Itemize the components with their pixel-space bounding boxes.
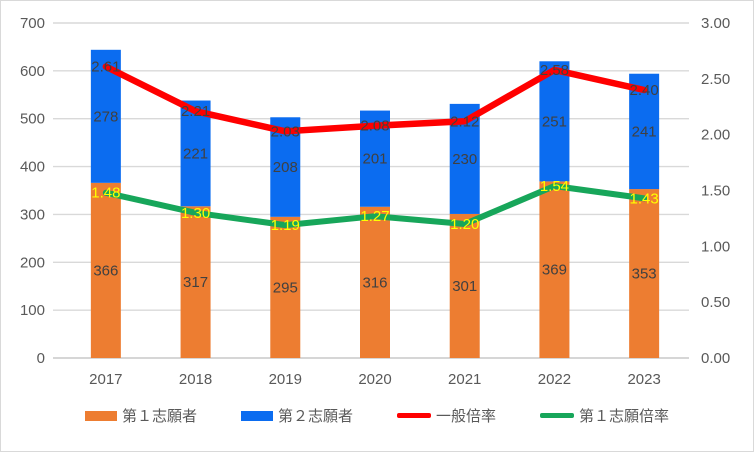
line-value-label: 1.43 [630,190,659,207]
line-value-label: 2.08 [360,118,389,135]
bar-value-label: 251 [542,113,567,130]
legend-swatch-line-icon [540,413,575,418]
bar-segment [539,181,570,358]
line-value-label: 1.27 [360,208,389,225]
bar-value-label: 278 [93,108,118,125]
legend-item-first-choice-ratio: 第１志願倍率 [540,405,669,426]
legend-label: 第１志願者 [121,408,197,425]
right-axis-tick-label: 0.50 [701,294,730,311]
bar-value-label: 201 [362,151,387,168]
x-axis-category-label: 2022 [538,371,571,388]
bar-value-label: 353 [632,266,657,283]
legend-swatch-bar-icon [84,410,117,421]
bar-value-label: 317 [183,274,208,291]
bar-value-label: 316 [362,274,387,291]
legend-swatch-bar-icon [240,410,273,421]
bar-value-label: 369 [542,262,567,279]
left-axis-tick-label: 200 [20,254,45,271]
legend-item-first-choice-applicants: 第１志願者 [84,405,197,426]
bar-value-label: 230 [452,151,477,168]
bar-value-label: 366 [93,262,118,279]
x-axis-category-label: 2018 [179,371,212,388]
bar-segment [539,61,570,182]
line-value-label: 2.61 [91,59,120,76]
x-axis-category-label: 2021 [448,371,481,388]
legend-label: 第１志願倍率 [579,408,670,425]
chart-legend: 第１志願者 第２志願者 一般倍率 第１志願倍率 [1,405,753,426]
bar-value-label: 221 [183,145,208,162]
bar-segment [270,216,301,358]
legend-swatch-line-icon [397,413,431,418]
x-axis-category-label: 2017 [89,371,122,388]
line-value-label: 1.20 [450,216,479,233]
line-value-label: 1.54 [540,178,569,195]
bar-segment [629,189,660,358]
right-axis-tick-label: 1.00 [701,238,730,255]
right-axis-tick-label: 3.00 [701,15,730,32]
line-value-label: 2.58 [540,62,569,79]
bar-value-label: 208 [273,159,298,176]
line-series [102,183,648,229]
line-value-label: 2.40 [630,82,659,99]
bar-segment [449,213,480,358]
left-axis-tick-label: 700 [20,15,45,32]
right-axis-tick-label: 0.00 [701,350,730,367]
right-axis-tick-label: 2.50 [701,71,730,88]
bar-value-label: 241 [632,123,657,140]
bar-segment [180,206,211,358]
bar-segment [90,182,121,358]
left-axis-tick-label: 600 [20,63,45,80]
legend-item-second-choice-applicants: 第２志願者 [240,405,353,426]
legend-label: 一般倍率 [436,408,497,425]
x-axis-category-label: 2023 [627,371,660,388]
left-axis-tick-label: 300 [20,206,45,223]
right-axis-tick-label: 2.00 [701,127,730,144]
line-value-label: 1.30 [181,205,210,222]
left-axis-tick-label: 400 [20,159,45,176]
line-series [102,63,648,135]
line-value-label: 1.48 [91,185,120,202]
legend-label: 第２志願者 [277,408,353,425]
legend-item-general-ratio: 一般倍率 [397,405,496,426]
x-axis-category-label: 2020 [358,371,391,388]
line-value-label: 1.19 [271,217,300,234]
line-value-label: 2.12 [450,113,479,130]
bar-value-label: 301 [452,278,477,295]
bar-segment [360,206,390,358]
left-axis-tick-label: 500 [20,111,45,128]
left-axis-tick-label: 0 [37,350,45,367]
line-value-label: 2.03 [271,123,300,140]
x-axis-category-label: 2019 [269,371,302,388]
bar-value-label: 295 [273,279,298,296]
left-axis-tick-label: 100 [20,302,45,319]
right-axis-tick-label: 1.50 [701,183,730,200]
line-value-label: 2.21 [181,103,210,120]
bar-segment [180,100,211,207]
